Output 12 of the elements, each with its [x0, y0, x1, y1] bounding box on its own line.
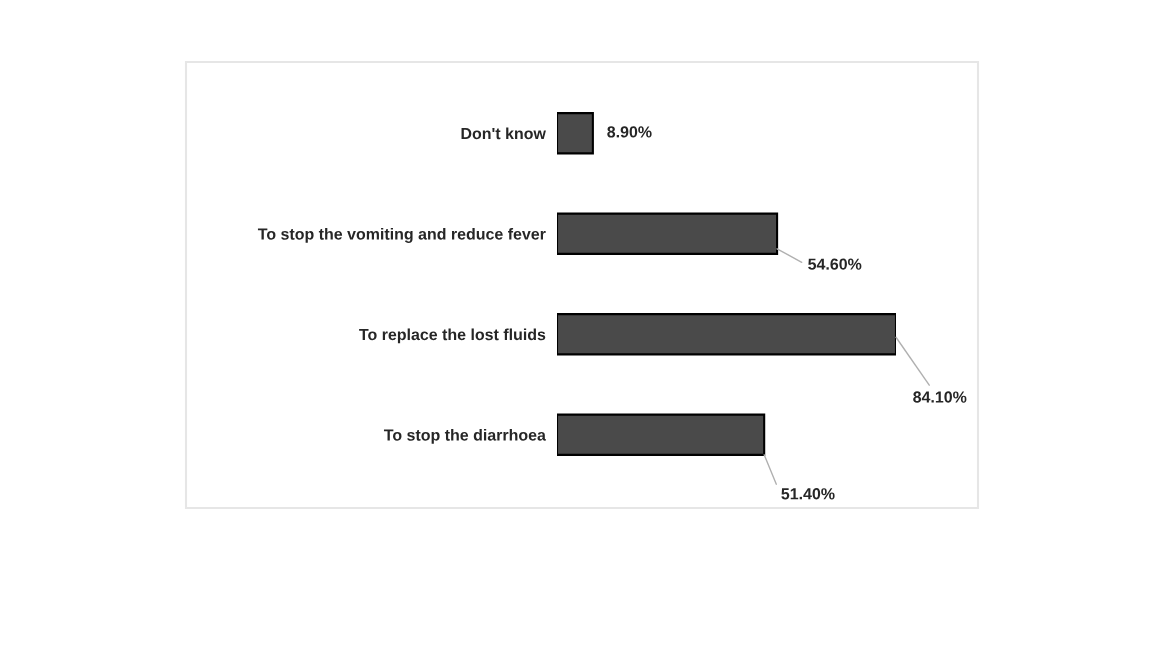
- y-tick-label: To stop the diarrhoea: [383, 428, 546, 444]
- y-tick-label: Don't know: [461, 127, 546, 140]
- data-label: 84.10%: [913, 391, 967, 403]
- data-label: 8.90%: [607, 126, 652, 138]
- bar: [557, 212, 779, 255]
- data-label: 51.40%: [781, 488, 835, 500]
- bar: [557, 413, 766, 456]
- y-tick-label: To stop the vomiting and reduce fever: [257, 227, 546, 243]
- bar: [557, 112, 594, 155]
- data-label: 54.60%: [808, 258, 862, 270]
- bar: [557, 313, 896, 356]
- y-tick-label: To replace the lost fluids: [359, 328, 546, 344]
